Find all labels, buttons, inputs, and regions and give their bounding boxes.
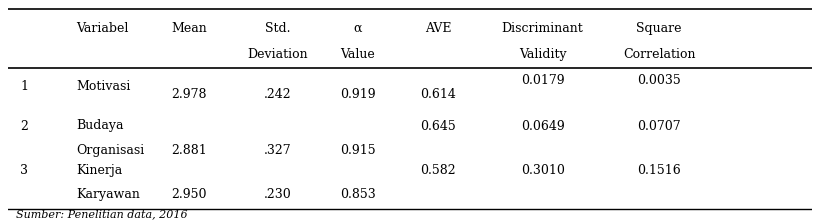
Text: 0.0649: 0.0649 [520,120,563,133]
Text: Correlation: Correlation [622,48,695,61]
Text: Organisasi: Organisasi [76,144,145,157]
Text: 0.0035: 0.0035 [636,74,680,87]
Text: Variabel: Variabel [76,22,129,35]
Text: Karyawan: Karyawan [76,188,140,201]
Text: Validity: Validity [518,48,566,61]
Text: Std.: Std. [265,22,290,35]
Text: 3: 3 [20,164,28,177]
Text: 2.881: 2.881 [171,144,206,157]
Text: Discriminant: Discriminant [501,22,583,35]
Text: 0.853: 0.853 [340,188,375,201]
Text: 2.978: 2.978 [171,88,206,101]
Text: Square: Square [636,22,681,35]
Text: Value: Value [340,48,374,61]
Text: 2: 2 [20,120,28,133]
Text: 0.3010: 0.3010 [520,164,563,177]
Text: 0.1516: 0.1516 [636,164,680,177]
Text: Motivasi: Motivasi [76,80,131,93]
Text: 0.919: 0.919 [340,88,375,101]
Text: .327: .327 [263,144,291,157]
Text: Sumber: Penelitian data, 2016: Sumber: Penelitian data, 2016 [16,210,188,220]
Text: AVE: AVE [424,22,450,35]
Text: .242: .242 [263,88,291,101]
Text: Kinerja: Kinerja [76,164,123,177]
Text: 2.950: 2.950 [171,188,206,201]
Text: 0.0179: 0.0179 [520,74,563,87]
Text: Deviation: Deviation [247,48,307,61]
Text: 0.915: 0.915 [340,144,375,157]
Text: Budaya: Budaya [76,119,124,132]
Text: 0.614: 0.614 [419,88,455,101]
Text: .230: .230 [263,188,291,201]
Text: 0.0707: 0.0707 [636,120,680,133]
Text: Mean: Mean [171,22,206,35]
Text: α: α [353,22,361,35]
Text: 0.645: 0.645 [420,120,455,133]
Text: 1: 1 [20,80,28,93]
Text: 0.582: 0.582 [420,164,455,177]
